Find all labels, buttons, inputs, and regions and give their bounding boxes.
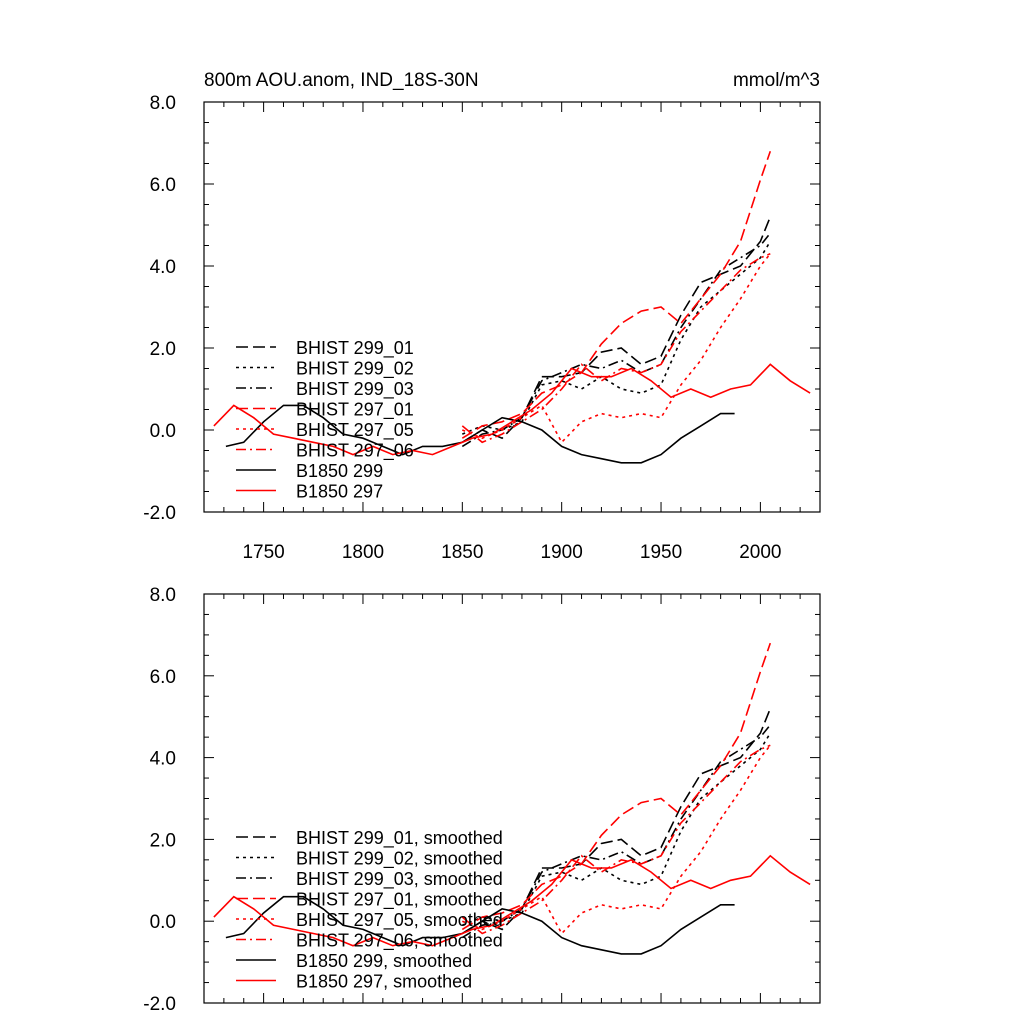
- series-line-7: [213, 363, 811, 456]
- series-line-3: [461, 642, 772, 931]
- y-tick-label: -2.0: [143, 503, 176, 524]
- legend-label: B1850 299, smoothed: [296, 951, 472, 971]
- legend-label: BHIST 299_01, smoothed: [296, 828, 503, 849]
- y-tick-label: 8.0: [150, 585, 176, 606]
- y-tick-label: 8.0: [150, 93, 176, 114]
- legend-label: B1850 297, smoothed: [296, 972, 472, 992]
- legend-label: BHIST 299_01: [296, 338, 414, 359]
- series-line-7: [213, 854, 811, 947]
- chart-title: 800m AOU.anom, IND_18S-30N: [204, 70, 479, 91]
- series-line-2: [461, 724, 771, 939]
- series-line-3: [461, 150, 772, 439]
- series-line-6: [225, 895, 735, 955]
- series-line-2: [461, 232, 771, 448]
- x-tick-label: 1750: [242, 542, 284, 563]
- x-tick-label: 1950: [640, 542, 682, 563]
- legend-label: BHIST 297_06: [296, 441, 414, 462]
- legend-label: BHIST 297_05, smoothed: [296, 910, 503, 931]
- series-group: [213, 150, 811, 464]
- y-tick-label: 6.0: [150, 667, 176, 688]
- series-line-1: [461, 732, 771, 927]
- series-group: [213, 642, 811, 955]
- series-line-0: [461, 216, 772, 443]
- series-line-4: [461, 253, 771, 444]
- series-line-0: [461, 708, 772, 935]
- legend-label: B1850 297: [296, 482, 383, 502]
- legend-label: BHIST 297_06, smoothed: [296, 931, 503, 952]
- legend-label: BHIST 297_05: [296, 420, 414, 441]
- legend-label: B1850 299: [296, 461, 383, 481]
- x-tick-label: 1800: [342, 542, 384, 563]
- series-line-5: [461, 744, 771, 935]
- x-tick-label: 1900: [541, 542, 583, 563]
- units-label: mmol/m^3: [733, 70, 820, 91]
- legend-label: BHIST 299_02: [296, 359, 414, 380]
- legend-label: BHIST 297_01: [296, 400, 414, 421]
- y-tick-label: -2.0: [143, 994, 176, 1015]
- x-tick-label: 1850: [441, 542, 483, 563]
- series-line-6: [225, 404, 735, 464]
- panel-smoothed: -2.0 0.0 2.0 4.0 6.0 8.0 BHIST 299_01, smoothe…: [143, 585, 821, 1015]
- y-tick-label: 0.0: [150, 912, 176, 933]
- y-tick-label: 2.0: [150, 830, 176, 851]
- legend-label: BHIST 299_02, smoothed: [296, 849, 503, 870]
- legend-label: BHIST 297_01, smoothed: [296, 890, 503, 911]
- series-line-5: [461, 252, 771, 444]
- panel-raw: 1750 1800 1850 1900 1950 2000 -2.0 0.0 2.0 4.0 6.0…: [143, 93, 821, 563]
- y-tick-label: 4.0: [150, 749, 176, 770]
- x-tick-label: 2000: [739, 542, 781, 563]
- y-tick-label: 4.0: [150, 257, 176, 278]
- legend-label: BHIST 299_03, smoothed: [296, 869, 503, 890]
- y-tick-label: 2.0: [150, 339, 176, 360]
- series-line-4: [461, 744, 771, 935]
- y-tick-label: 6.0: [150, 175, 176, 196]
- legend-label: BHIST 299_03: [296, 379, 414, 400]
- series-line-1: [461, 240, 771, 435]
- y-tick-label: 0.0: [150, 421, 176, 442]
